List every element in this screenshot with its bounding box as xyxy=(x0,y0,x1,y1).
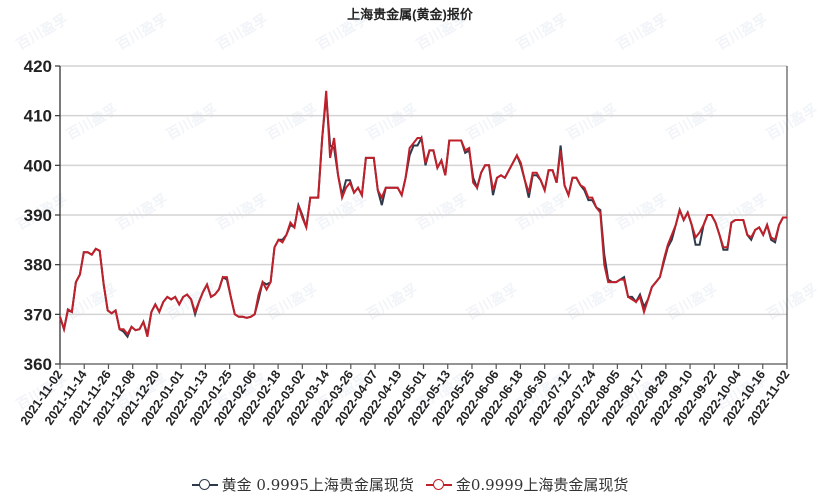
watermark-text: 百川盈孚 xyxy=(214,11,270,53)
watermark-text: 百川盈孚 xyxy=(414,11,470,53)
watermark-text: 百川盈孚 xyxy=(614,191,670,233)
watermark-text: 百川盈孚 xyxy=(264,101,320,143)
watermark-text: 百川盈孚 xyxy=(364,101,420,143)
watermark-text: 百川盈孚 xyxy=(714,191,770,233)
y-tick-label: 370 xyxy=(24,305,52,324)
watermark-text: 百川盈孚 xyxy=(64,281,120,323)
legend-label: 金0.9999上海贵金属现货 xyxy=(455,476,629,494)
watermark-text: 百川盈孚 xyxy=(764,281,820,323)
line-circle-marker-icon xyxy=(425,478,452,491)
legend: 黄金 0.9995上海贵金属现货 金0.9999上海贵金属现货 xyxy=(0,474,820,495)
watermark-text: 百川盈孚 xyxy=(214,191,270,233)
watermark-text: 百川盈孚 xyxy=(14,11,70,53)
y-tick-label: 410 xyxy=(24,107,52,126)
watermark-text: 百川盈孚 xyxy=(714,11,770,53)
series-lines xyxy=(59,90,787,339)
watermark-text: 百川盈孚 xyxy=(464,281,520,323)
chart-title: 上海贵金属(黄金)报价 xyxy=(347,7,473,22)
gridlines xyxy=(60,65,787,316)
watermark-text: 百川盈孚 xyxy=(114,191,170,233)
watermark-text: 百川盈孚 xyxy=(464,101,520,143)
y-tick-label: 400 xyxy=(24,156,52,175)
watermark-text: 百川盈孚 xyxy=(614,11,670,53)
watermark-text: 百川盈孚 xyxy=(264,281,320,323)
x-axis-ticks: 2021-11-022021-11-142021-11-262021-12-08… xyxy=(18,364,792,428)
watermark-text: 百川盈孚 xyxy=(764,101,820,143)
y-tick-label: 360 xyxy=(24,355,52,374)
line-circle-marker-icon xyxy=(191,478,218,491)
watermark-text: 百川盈孚 xyxy=(114,11,170,53)
y-tick-label: 380 xyxy=(24,256,52,275)
legend-item-au9995[interactable]: 黄金 0.9995上海贵金属现货 xyxy=(191,474,414,495)
watermark-text: 百川盈孚 xyxy=(564,281,620,323)
watermark-text: 百川盈孚 xyxy=(364,281,420,323)
watermark-text: 百川盈孚 xyxy=(664,281,720,323)
series-au9999-line xyxy=(59,90,787,337)
watermark-text: 百川盈孚 xyxy=(564,101,620,143)
y-tick-label: 390 xyxy=(24,206,52,225)
watermark-text: 百川盈孚 xyxy=(664,101,720,143)
y-tick-label: 420 xyxy=(24,57,52,76)
legend-item-au9999[interactable]: 金0.9999上海贵金属现货 xyxy=(425,474,629,495)
watermark-text: 百川盈孚 xyxy=(314,11,370,53)
watermark-text: 百川盈孚 xyxy=(164,101,220,143)
watermark-text: 百川盈孚 xyxy=(514,191,570,233)
watermark-text: 百川盈孚 xyxy=(514,11,570,53)
watermark-text: 百川盈孚 xyxy=(414,191,470,233)
y-axis-ticks: 360 370 380 390 400 410 420 xyxy=(24,57,60,374)
watermark-text: 百川盈孚 xyxy=(64,101,120,143)
legend-label: 黄金 0.9995上海贵金属现货 xyxy=(221,476,414,494)
